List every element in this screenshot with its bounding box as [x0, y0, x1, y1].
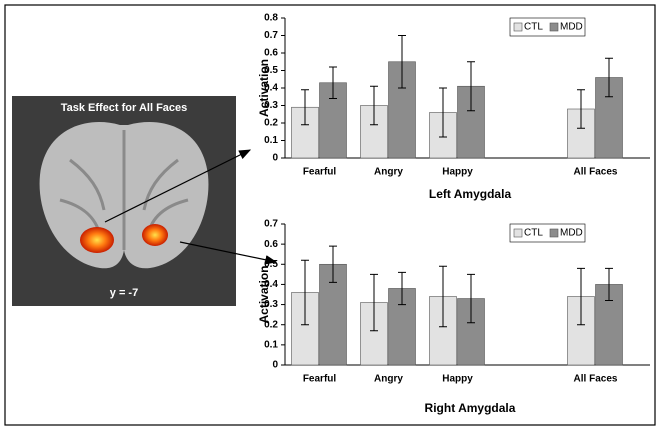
y-tick-label: 0.6	[264, 239, 278, 250]
error-bar	[577, 89, 585, 129]
error-bar	[398, 271, 406, 306]
error-bar	[467, 61, 475, 112]
y-tick-label: 0.6	[264, 48, 278, 59]
arrow	[104, 149, 252, 223]
y-tick-label: 0.5	[264, 65, 278, 76]
y-tick-label: 0	[272, 153, 278, 164]
y-tick-label: 0.2	[264, 319, 278, 330]
x-tick-label: Angry	[374, 374, 403, 385]
x-tick-label: Happy	[442, 374, 473, 385]
legend-label: MDD	[560, 228, 583, 239]
activation-blob-left	[80, 227, 114, 253]
y-tick-label: 0.4	[264, 83, 278, 94]
legend-label: CTL	[524, 228, 543, 239]
legend-label: MDD	[560, 22, 583, 33]
x-axis-label: Left Amygdala	[429, 187, 512, 201]
error-bar	[605, 57, 613, 98]
error-bar	[301, 259, 309, 326]
error-bar	[301, 89, 309, 126]
legend-box	[509, 17, 586, 37]
legend-swatch	[513, 228, 523, 238]
x-axis-label: Right Amygdala	[425, 401, 516, 415]
y-axis-label: Activation	[257, 59, 271, 117]
error-bar	[467, 273, 475, 324]
legend-box	[509, 223, 586, 243]
x-tick-label: Fearful	[303, 374, 337, 385]
y-axis-label: Activation	[257, 265, 271, 323]
x-tick-label: All Faces	[574, 167, 618, 178]
y-tick-label: 0.2	[264, 118, 278, 129]
brain-coordinate: y = -7	[110, 287, 138, 299]
error-bar	[398, 35, 406, 89]
x-tick-label: All Faces	[574, 374, 618, 385]
y-tick-label: 0.4	[264, 279, 278, 290]
legend-swatch	[549, 228, 559, 238]
brain-panel: Task Effect for All Faces y = -7	[12, 96, 236, 306]
legend-swatch	[513, 22, 523, 32]
x-tick-label: Angry	[374, 167, 403, 178]
legend-swatch	[549, 22, 559, 32]
y-tick-label: 0.1	[264, 339, 278, 350]
y-tick-label: 0.7	[264, 30, 278, 41]
x-tick-label: Happy	[442, 167, 473, 178]
brain-title: Task Effect for All Faces	[61, 102, 188, 114]
error-bar	[605, 267, 613, 302]
error-bar	[577, 267, 585, 326]
y-tick-label: 0.5	[264, 259, 278, 270]
error-bar	[439, 265, 447, 328]
error-bar	[329, 66, 337, 99]
y-tick-label: 0.3	[264, 100, 278, 111]
bar	[567, 296, 595, 366]
y-tick-label: 0.1	[264, 135, 278, 146]
x-tick-label: Fearful	[303, 167, 337, 178]
legend-label: CTL	[524, 22, 543, 33]
brain-folds	[59, 130, 189, 250]
y-tick-label: 0.7	[264, 219, 278, 230]
error-bar	[439, 87, 447, 138]
arrow	[179, 241, 278, 265]
y-tick-label: 0.3	[264, 299, 278, 310]
activation-blob-right	[142, 224, 168, 246]
y-tick-label: 0.8	[264, 13, 278, 24]
error-bar	[370, 273, 378, 332]
error-bar	[370, 85, 378, 126]
bar	[291, 106, 319, 159]
error-bar	[329, 245, 337, 283]
y-tick-label: 0	[272, 360, 278, 371]
